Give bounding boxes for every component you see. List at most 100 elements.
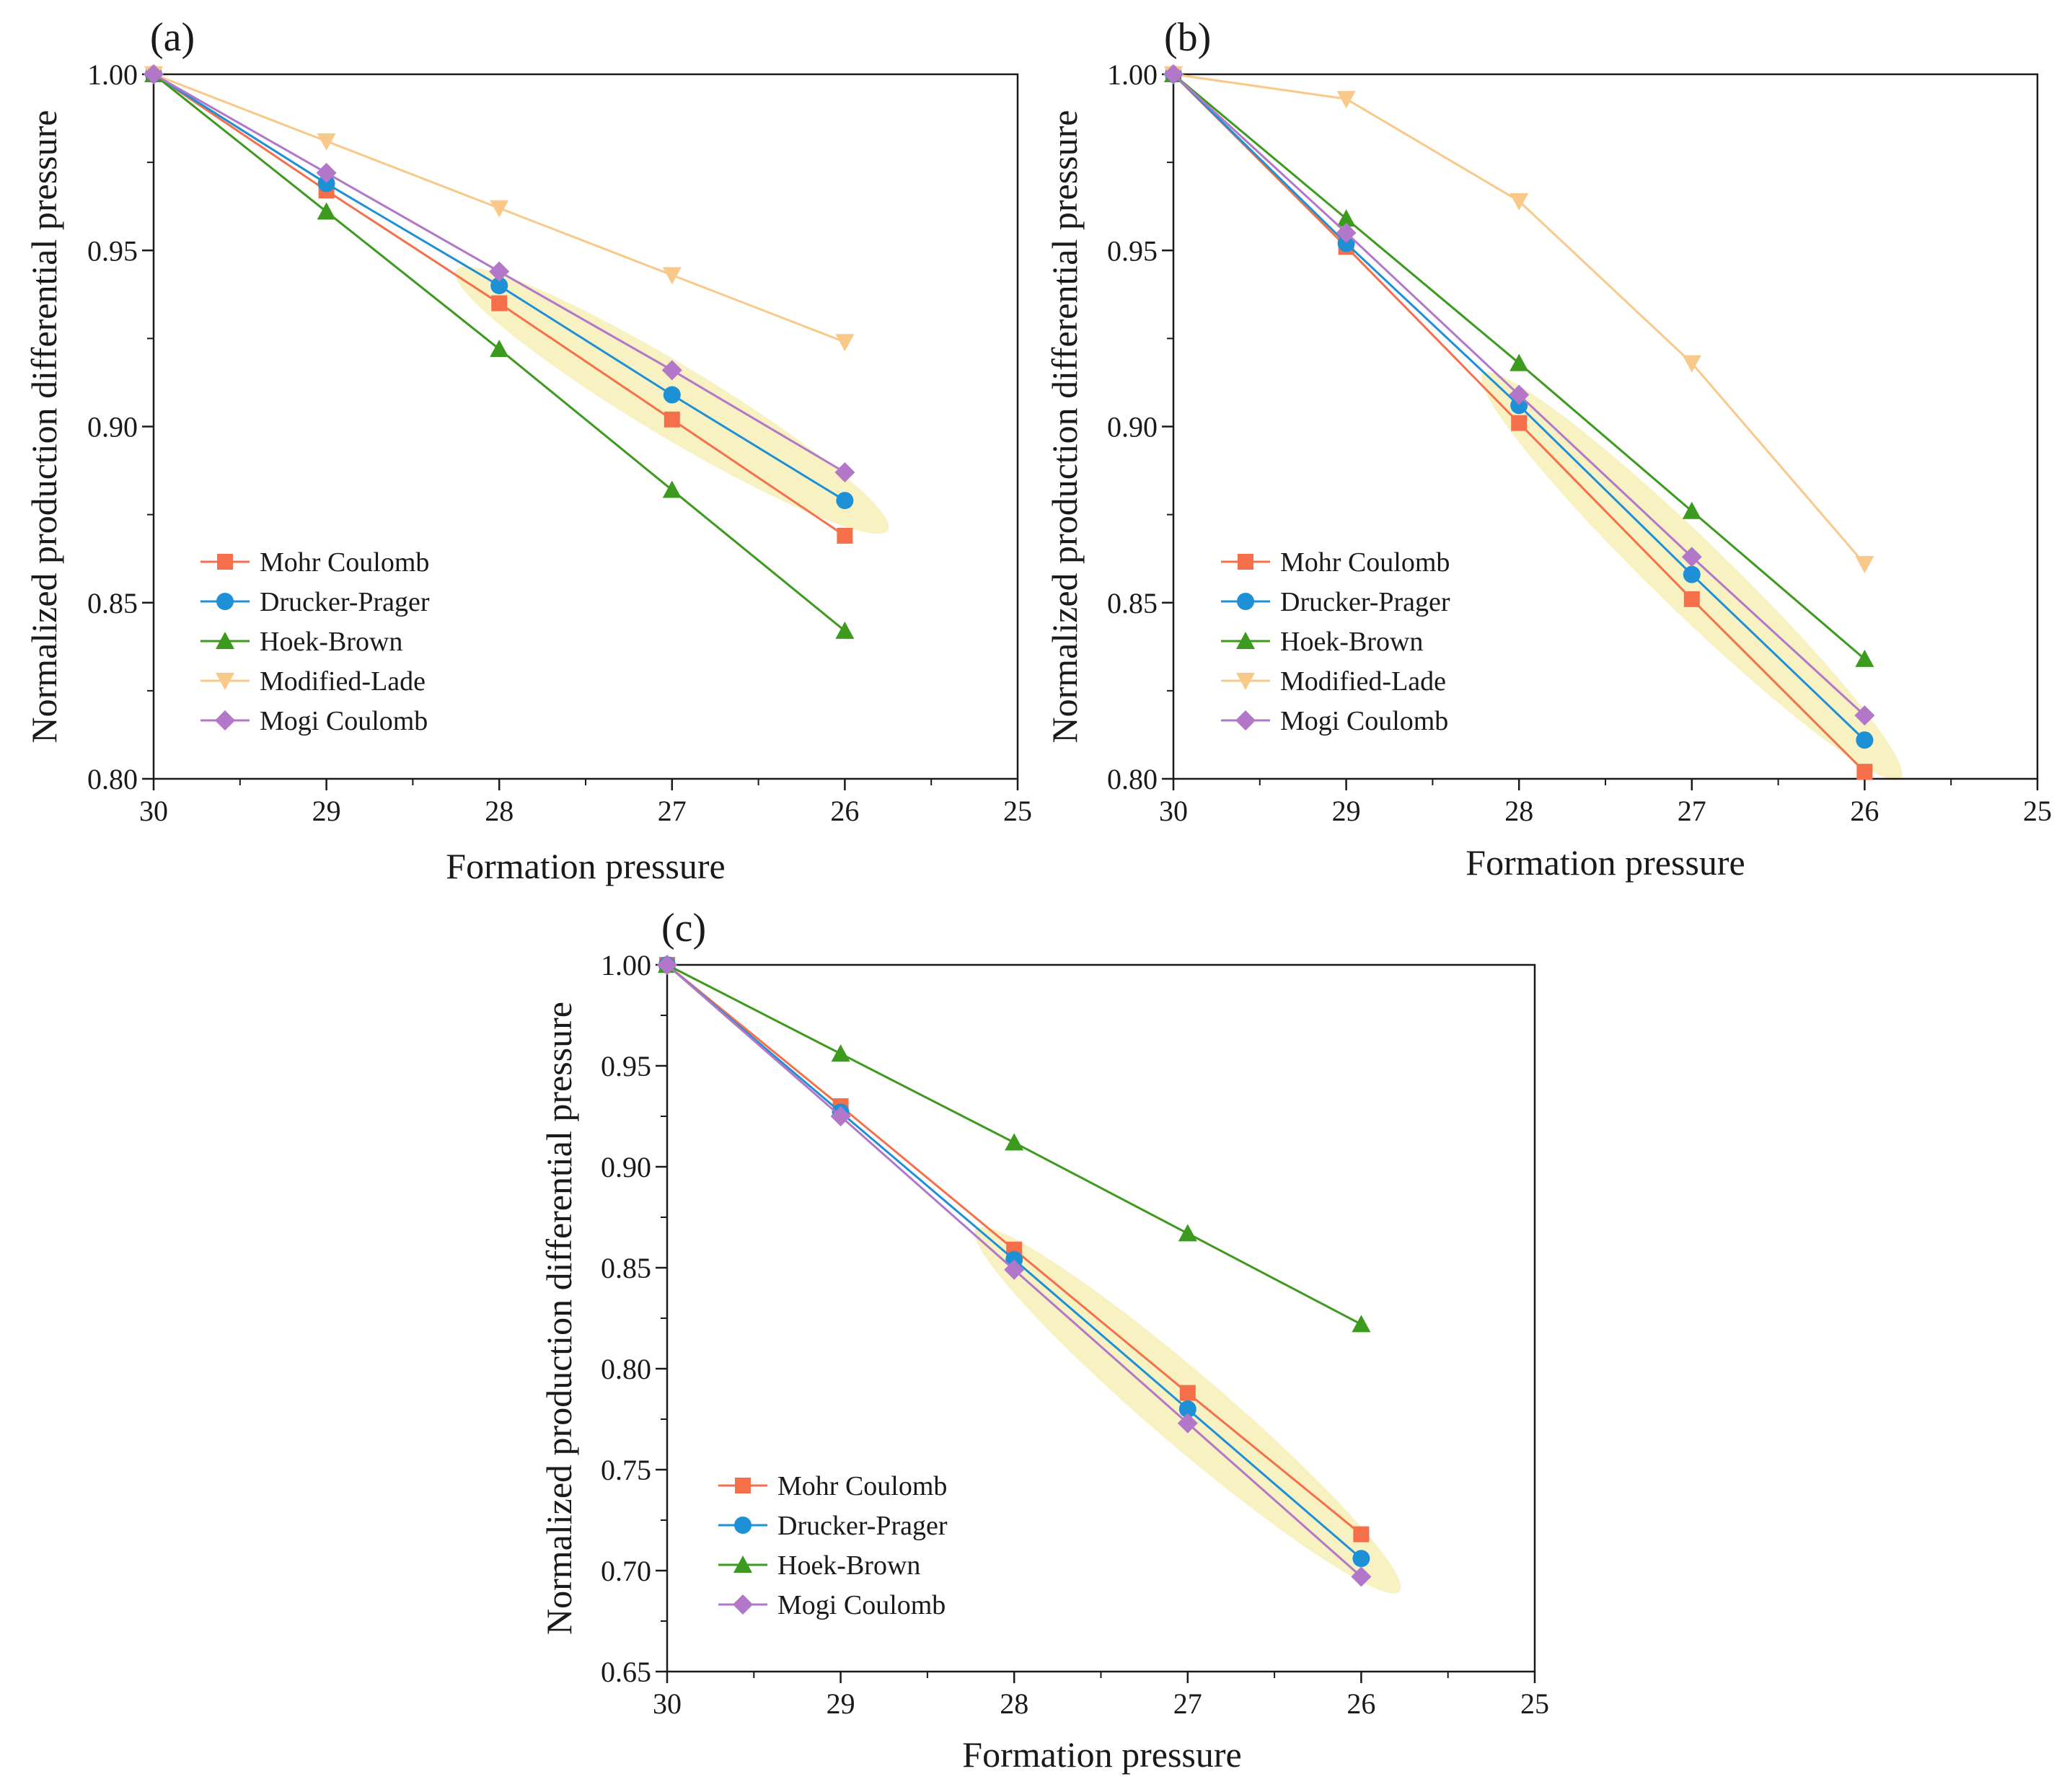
y-tick-label-0-2: 0.90 [87,411,138,443]
x-tick-label-1-4: 26 [1850,795,1879,827]
x-tick-label-1-3: 27 [1678,795,1706,827]
data-point-2-3-0 [657,955,677,975]
data-point-1-0-2 [1511,415,1528,431]
data-point-0-3-4 [835,334,855,352]
y-tick-label-2-3: 0.80 [601,1353,651,1385]
y-tick-label-2-5: 0.90 [601,1151,651,1183]
legend-marker-0-1 [216,593,234,610]
data-point-0-2-2 [490,340,509,358]
legend-marker-2-0 [735,1478,751,1493]
x-tick-label-1-5: 25 [2023,795,2052,827]
data-point-0-3-3 [662,267,682,285]
panel-label-0: (a) [150,15,195,60]
data-point-1-1-3 [1683,565,1701,583]
legend-marker-0-4 [215,710,235,731]
data-point-2-0-3 [1179,1385,1196,1401]
data-point-1-4-1 [1336,222,1357,243]
data-point-1-2-2 [1510,353,1529,371]
legend-marker-1-3 [1236,673,1255,690]
legend-marker-0-3 [216,673,234,690]
x-axis-title-1: Formation pressure [1466,842,1745,883]
data-point-0-1-3 [663,386,681,404]
y-tick-label-1-3: 0.95 [1107,234,1158,267]
data-point-1-3-4 [1855,556,1874,574]
x-tick-label-1-2: 28 [1504,795,1533,827]
data-point-1-0-3 [1683,591,1700,607]
data-point-0-4-3 [661,360,682,381]
data-point-0-4-2 [489,261,510,282]
data-point-1-1-4 [1856,731,1874,749]
y-tick-label-2-6: 0.95 [601,1050,651,1082]
y-tick-label-0-3: 0.95 [87,234,138,267]
data-point-2-0-4 [1353,1526,1370,1542]
x-tick-label-0-4: 26 [830,795,859,827]
y-tick-label-0-1: 0.85 [87,587,138,619]
series-line-1-3 [1173,73,1866,565]
x-tick-label-0-3: 27 [658,795,687,827]
y-tick-label-2-0: 0.65 [601,1656,651,1688]
data-point-2-1-4 [1352,1550,1370,1568]
data-point-2-2-2 [1005,1133,1024,1151]
legend-marker-2-2 [733,1555,752,1573]
data-point-0-2-4 [835,621,855,639]
x-axis-title-2: Formation pressure [962,1734,1241,1775]
panel-0: 30 29 28 27 26 25 0.80 0.85 0.90 0.95 1.00 Formatio… [24,15,1032,886]
legend-label-1-3: Modified-Lade [1280,666,1446,697]
y-tick-label-2-4: 0.85 [601,1252,651,1284]
data-point-1-3-2 [1510,193,1529,211]
data-point-2-1-3 [1178,1400,1196,1418]
data-point-2-2-1 [831,1044,850,1062]
legend-label-0-3: Modified-Lade [260,666,426,697]
data-point-1-4-0 [1163,64,1184,84]
y-tick-label-1-4: 1.00 [1107,58,1158,91]
data-point-2-3-4 [1351,1566,1372,1587]
data-point-0-3-1 [317,133,336,151]
data-point-2-3-2 [1004,1259,1025,1280]
legend-label-2-1: Drucker-Prager [777,1511,948,1541]
x-tick-label-0-0: 30 [139,795,168,827]
legend-label-1-2: Hoek-Brown [1280,627,1423,657]
data-point-1-2-3 [1682,501,1701,519]
y-axis-title-2: Normalized production differential press… [539,1002,579,1635]
x-tick-label-0-1: 29 [312,795,341,827]
data-point-2-2-4 [1352,1315,1371,1333]
panel-label-1: (b) [1164,15,1211,60]
legend-label-1-4: Mogi Coulomb [1280,706,1448,736]
legend-marker-1-2 [1236,632,1255,649]
panel-1: 30 29 28 27 26 25 0.80 0.85 0.90 0.95 1.00 Formatio… [1044,15,2052,883]
x-tick-label-2-1: 29 [827,1687,855,1720]
legend-marker-1-0 [1238,554,1253,570]
legend-label-0-0: Mohr Coulomb [260,547,429,578]
x-tick-label-1-1: 29 [1332,795,1361,827]
y-tick-label-0-0: 0.80 [87,763,138,795]
y-tick-label-2-7: 1.00 [601,949,651,981]
data-point-1-4-2 [1509,384,1530,405]
x-tick-label-2-0: 30 [653,1687,682,1720]
legend-marker-2-1 [734,1517,752,1534]
legend-marker-1-4 [1235,710,1256,731]
x-tick-label-2-2: 28 [1000,1687,1028,1720]
panel-label-2: (c) [661,906,706,950]
legend-label-0-1: Drucker-Prager [260,587,430,617]
data-point-1-3-3 [1682,355,1701,373]
x-tick-label-0-2: 28 [485,795,514,827]
legend-label-2-0: Mohr Coulomb [777,1471,947,1501]
data-point-0-0-4 [837,527,853,544]
data-point-2-3-1 [830,1106,851,1126]
legend-label-1-0: Mohr Coulomb [1280,547,1450,578]
data-point-0-3-2 [490,200,509,218]
data-point-0-4-4 [834,462,855,483]
data-point-1-1-2 [1510,397,1528,415]
legend-label-0-2: Hoek-Brown [260,627,402,657]
data-point-0-4-0 [144,64,164,84]
x-tick-label-2-5: 25 [1520,1687,1549,1720]
data-point-1-2-1 [1336,209,1356,227]
x-tick-label-0-5: 25 [1003,795,1032,827]
y-tick-label-2-2: 0.75 [601,1454,651,1486]
y-tick-label-0-4: 1.00 [87,58,138,91]
legend-marker-0-2 [216,632,234,649]
data-point-1-3-1 [1336,91,1356,109]
legend-label-0-4: Mogi Coulomb [260,706,428,736]
data-point-1-1-1 [1337,234,1355,252]
